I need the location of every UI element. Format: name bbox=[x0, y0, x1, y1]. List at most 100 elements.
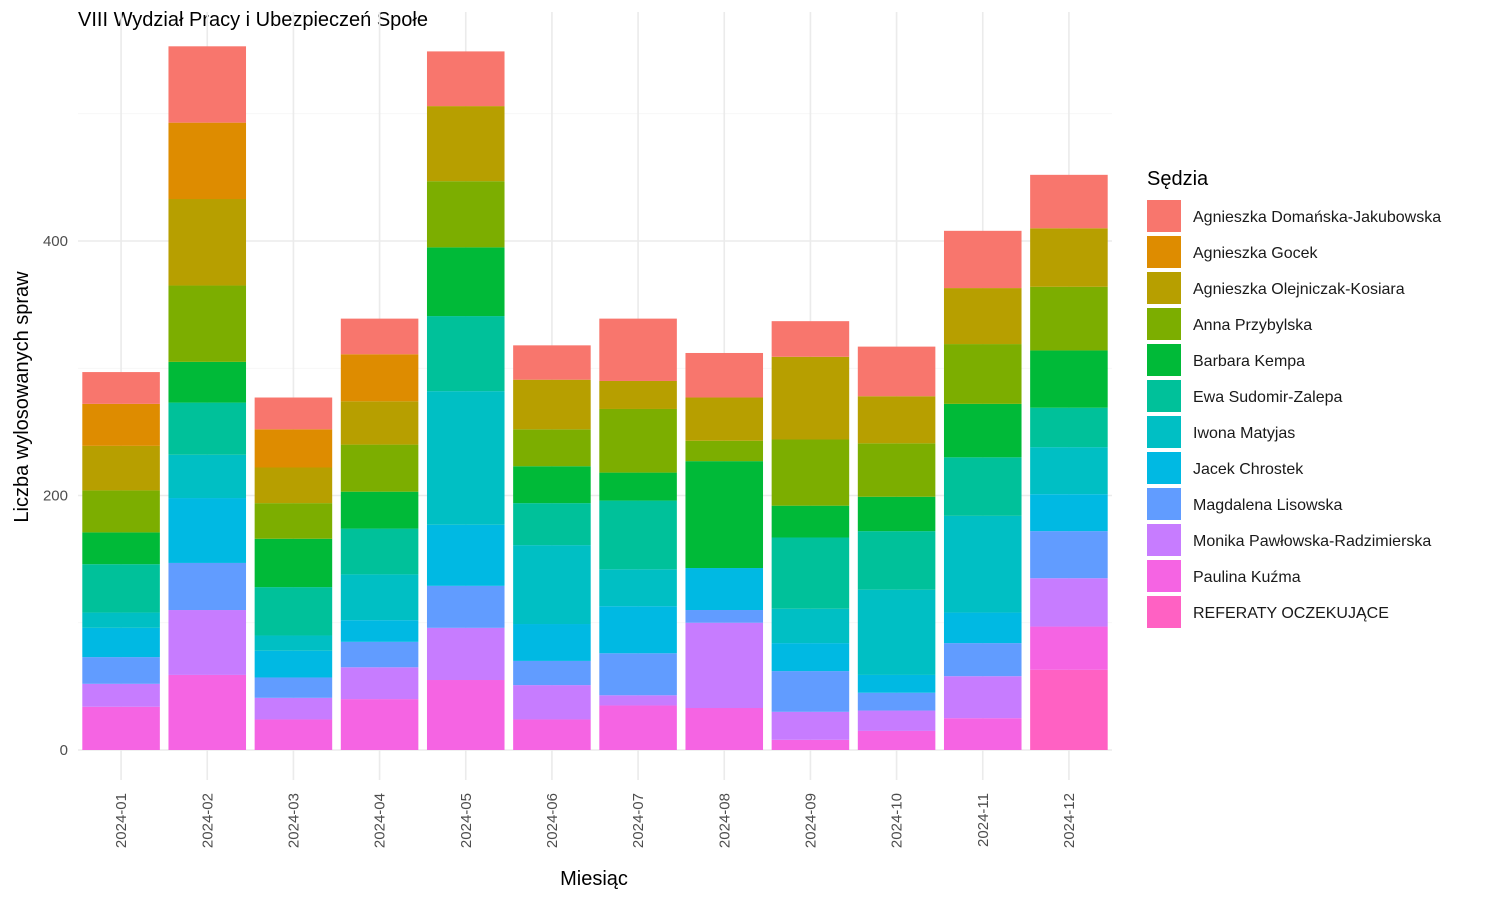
bar-segment bbox=[426, 680, 505, 750]
bar-segment bbox=[254, 587, 333, 636]
bar-segment bbox=[771, 671, 850, 712]
legend-swatch bbox=[1147, 380, 1181, 412]
bar-segment bbox=[426, 247, 505, 317]
bar-segment bbox=[857, 531, 936, 590]
bar-segment bbox=[426, 316, 505, 392]
bar-segment bbox=[426, 585, 505, 628]
bar-segment bbox=[599, 606, 677, 654]
bar-segment bbox=[685, 352, 764, 398]
legend-swatch bbox=[1147, 560, 1181, 592]
bar-segment bbox=[685, 568, 764, 611]
bar-segment bbox=[82, 706, 160, 750]
bar-segment bbox=[168, 199, 247, 286]
legend-label: REFERATY OCZEKUJĄCE bbox=[1193, 605, 1389, 622]
legend-swatch bbox=[1147, 200, 1181, 232]
bar-segment bbox=[426, 524, 505, 586]
bar-segment bbox=[254, 650, 333, 678]
bar-segment bbox=[685, 397, 764, 441]
legend-label: Iwona Matyjas bbox=[1193, 425, 1295, 442]
bar-segment bbox=[685, 708, 764, 750]
bar-segment bbox=[340, 667, 419, 700]
legend-label: Magdalena Lisowska bbox=[1193, 497, 1343, 514]
legend-swatch bbox=[1147, 452, 1181, 484]
bar-segment bbox=[254, 467, 333, 504]
bar-segment bbox=[254, 397, 333, 430]
bar-segment bbox=[513, 466, 591, 504]
bar-segment bbox=[1030, 407, 1108, 448]
bar-segment bbox=[513, 503, 591, 546]
bar-segment bbox=[857, 443, 936, 497]
bar-segment bbox=[1030, 531, 1108, 579]
bar-segment bbox=[168, 402, 247, 455]
bar-segment bbox=[857, 346, 936, 397]
bar-segment bbox=[1030, 626, 1108, 670]
legend-swatch bbox=[1147, 488, 1181, 520]
bar-segment bbox=[426, 51, 505, 107]
bar-segment bbox=[513, 624, 591, 661]
bar-segment bbox=[599, 653, 677, 696]
y-axis-ticks: 0 200 400 bbox=[43, 233, 68, 759]
bar-segment bbox=[168, 361, 247, 403]
bar-segment bbox=[340, 401, 419, 445]
x-tick-label: 2024-08 bbox=[716, 793, 733, 848]
bar-segment bbox=[513, 685, 591, 720]
x-tick-label: 2024-05 bbox=[458, 793, 475, 848]
bar-segment bbox=[1030, 286, 1108, 351]
bars bbox=[82, 46, 1108, 750]
bar-segment bbox=[82, 564, 160, 613]
legend-label: Barbara Kempa bbox=[1193, 353, 1305, 370]
bar-segment bbox=[685, 610, 764, 623]
bar-segment bbox=[943, 230, 1022, 289]
bar-segment bbox=[340, 620, 419, 642]
bar-segment bbox=[857, 710, 936, 731]
bar-segment bbox=[771, 739, 850, 750]
bar-segment bbox=[82, 372, 160, 404]
bar-segment bbox=[857, 396, 936, 444]
legend-label: Paulina Kuźma bbox=[1193, 569, 1301, 586]
x-tick-label: 2024-01 bbox=[113, 793, 130, 848]
bar-segment bbox=[168, 562, 247, 611]
bar-segment bbox=[254, 697, 333, 720]
bar-segment bbox=[254, 503, 333, 539]
legend: Agnieszka Domańska-Jakubowska Agnieszka G… bbox=[1147, 200, 1441, 628]
bar-segment bbox=[426, 106, 505, 182]
legend-swatch bbox=[1147, 308, 1181, 340]
bar-segment bbox=[599, 500, 677, 570]
bar-segment bbox=[254, 635, 333, 651]
bar-segment bbox=[857, 589, 936, 675]
bar-segment bbox=[168, 674, 247, 750]
x-axis-title: Miesiąc bbox=[560, 868, 628, 890]
bar-segment bbox=[513, 429, 591, 467]
bar-segment bbox=[1030, 228, 1108, 287]
chart-title: VIII Wydział Pracy i Ubezpieczeń Społe bbox=[78, 9, 428, 31]
bar-segment bbox=[857, 730, 936, 750]
bar-segment bbox=[426, 627, 505, 681]
bar-segment bbox=[599, 569, 677, 607]
bar-segment bbox=[943, 718, 1022, 750]
legend-label: Monika Pawłowska-Radzimierska bbox=[1193, 533, 1431, 550]
bar-segment bbox=[685, 440, 764, 462]
bar-segment bbox=[771, 643, 850, 672]
bar-segment bbox=[857, 496, 936, 532]
x-tick-label: 2024-04 bbox=[372, 793, 389, 848]
bar-segment bbox=[340, 354, 419, 402]
bar-segment bbox=[254, 719, 333, 750]
x-tick-label: 2024-03 bbox=[285, 793, 302, 848]
x-axis-ticks: 2024-01 2024-02 2024-03 2024-04 2024-05 2024-… bbox=[113, 793, 1078, 848]
bar-segment bbox=[254, 429, 333, 468]
bar-segment bbox=[1030, 578, 1108, 627]
bar-segment bbox=[943, 676, 1022, 719]
bar-segment bbox=[340, 641, 419, 668]
legend-swatch bbox=[1147, 236, 1181, 268]
bar-segment bbox=[340, 491, 419, 529]
bar-segment bbox=[771, 608, 850, 644]
bar-segment bbox=[82, 612, 160, 628]
bar-segment bbox=[168, 610, 247, 675]
legend-swatch bbox=[1147, 416, 1181, 448]
bar-segment bbox=[943, 403, 1022, 458]
bar-segment bbox=[857, 692, 936, 711]
bar-segment bbox=[599, 408, 677, 473]
bar-segment bbox=[340, 699, 419, 750]
legend-swatch bbox=[1147, 524, 1181, 556]
bar-segment bbox=[513, 545, 591, 625]
